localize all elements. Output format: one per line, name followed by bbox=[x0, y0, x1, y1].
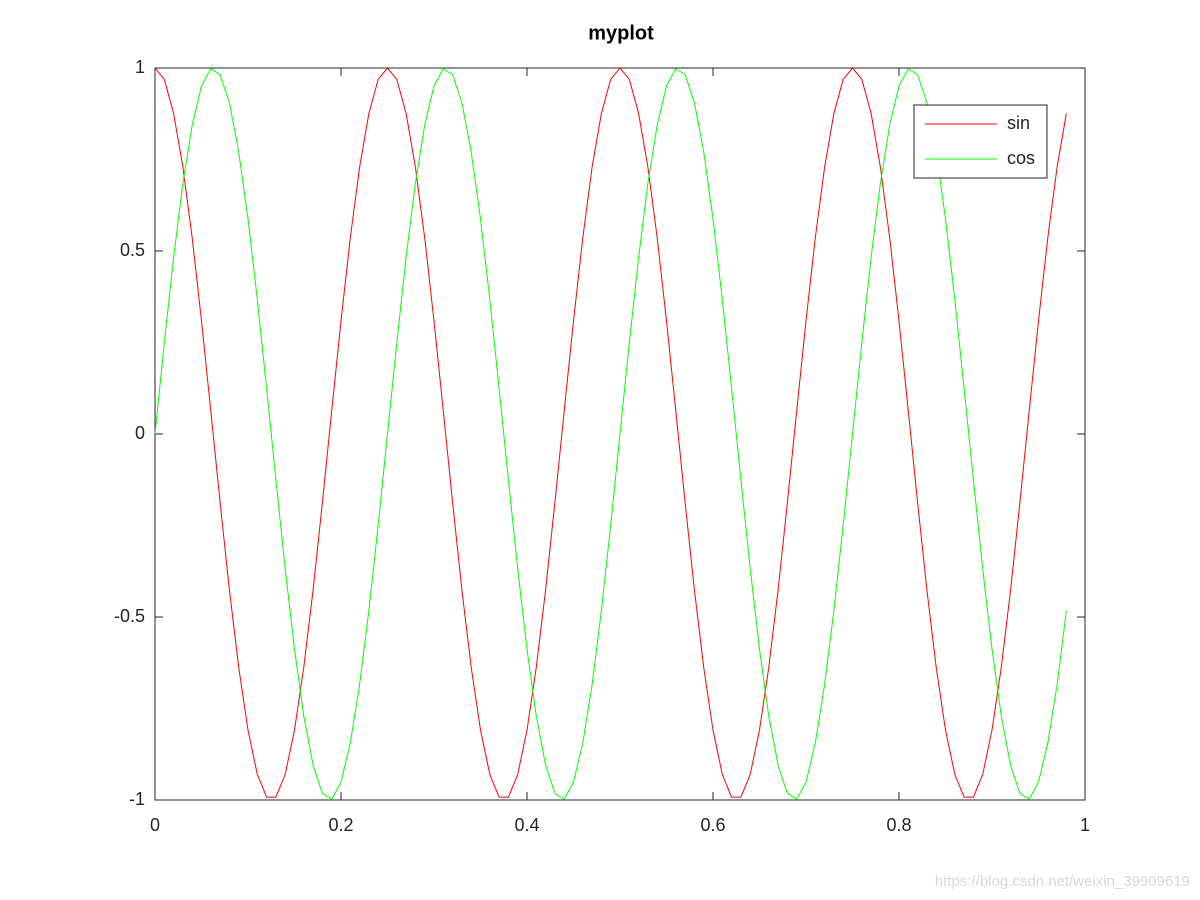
watermark: https://blog.csdn.net/weixin_39909619 bbox=[935, 873, 1190, 890]
x-tick-label: 1 bbox=[1080, 815, 1090, 835]
x-tick-label: 0.2 bbox=[328, 815, 353, 835]
legend-label: sin bbox=[1007, 113, 1030, 133]
x-tick-label: 0.6 bbox=[700, 815, 725, 835]
line bbox=[154, 67, 1067, 798]
x-tick-label: 0.4 bbox=[514, 815, 539, 835]
y-tick-label: 0.5 bbox=[120, 240, 145, 260]
y-tick-label: 0 bbox=[135, 423, 145, 443]
legend-box bbox=[913, 104, 1048, 179]
line bbox=[154, 68, 1067, 800]
chart-title: myplot bbox=[588, 22, 654, 44]
y-tick-label: -1 bbox=[129, 789, 145, 809]
y-tick-label: 1 bbox=[135, 57, 145, 77]
legend-label: cos bbox=[1007, 148, 1035, 168]
x-tick-label: 0.8 bbox=[886, 815, 911, 835]
x-tick-label: 0 bbox=[150, 815, 160, 835]
y-tick-label: -0.5 bbox=[114, 606, 145, 626]
